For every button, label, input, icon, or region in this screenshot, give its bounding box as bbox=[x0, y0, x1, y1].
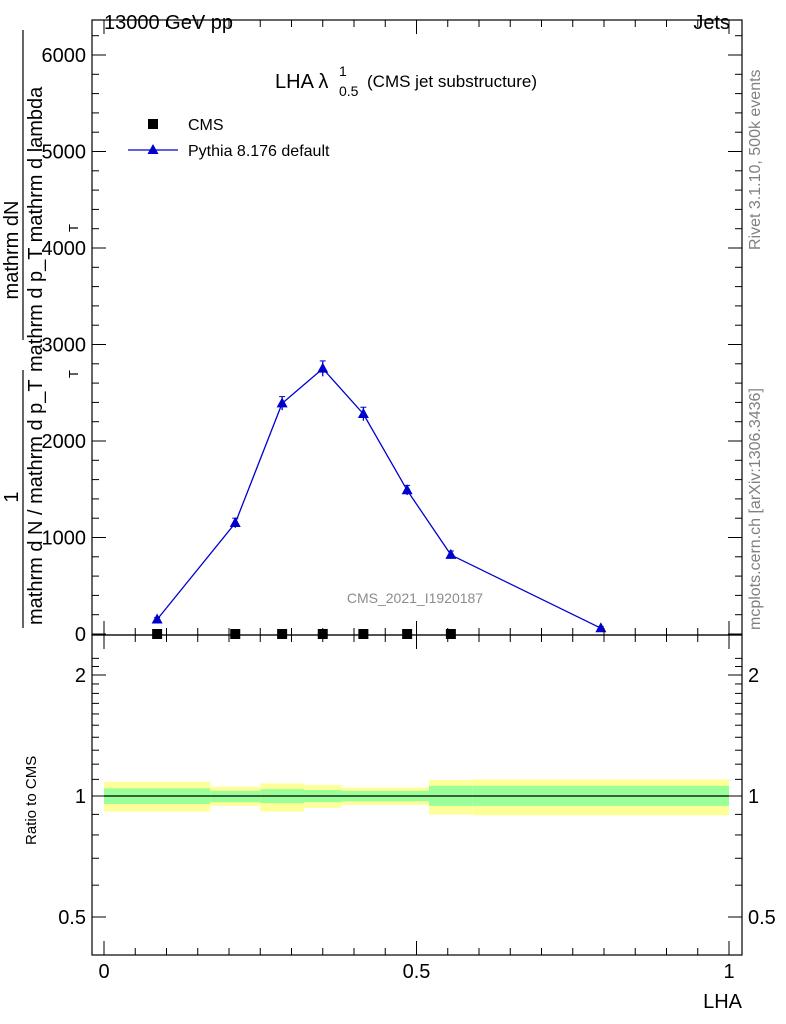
x-tick-label: 1 bbox=[723, 961, 734, 983]
y-tick-label: 0 bbox=[75, 624, 86, 646]
y-label-subscript-2: T bbox=[66, 224, 81, 232]
y-tick-label: 1000 bbox=[42, 528, 87, 550]
ratio-y-tick-label-right: 2 bbox=[748, 665, 759, 687]
y-tick-label: 6000 bbox=[42, 45, 87, 67]
cms-point bbox=[402, 629, 413, 639]
cms-point bbox=[230, 629, 241, 639]
main-frame-border bbox=[91, 19, 743, 636]
ratio-x-ticks: 0 0.5 1 bbox=[98, 635, 735, 983]
pythia-point bbox=[357, 407, 369, 418]
pythia-point bbox=[317, 362, 329, 373]
ratio-y-tick-label-right: 1 bbox=[748, 786, 759, 808]
pythia-point bbox=[401, 484, 413, 495]
y-label-den: mathrm d p_T mathrm d lambda bbox=[25, 86, 47, 372]
legend: CMS Pythia 8.176 default bbox=[128, 117, 330, 160]
y-label-prefactor-num: 1 bbox=[1, 491, 23, 502]
y-tick-label: 4000 bbox=[42, 238, 87, 260]
y-tick-label: 5000 bbox=[42, 142, 87, 164]
legend-cms-marker bbox=[148, 119, 158, 129]
cms-point bbox=[152, 629, 163, 639]
y-label-subscript: T bbox=[66, 370, 81, 378]
ratio-y-tick-label: 1 bbox=[75, 786, 86, 808]
ratio-bands bbox=[104, 779, 729, 816]
legend-pythia-marker bbox=[147, 144, 159, 154]
pythia-line bbox=[156, 367, 602, 629]
cms-point bbox=[445, 629, 456, 639]
ratio-y-label: Ratio to CMS bbox=[23, 756, 40, 845]
y-label-num: mathrm dN bbox=[1, 201, 23, 300]
ratio-y-tick-label: 0.5 bbox=[58, 907, 86, 929]
cms-point bbox=[277, 629, 288, 639]
legend-cms-label: CMS bbox=[188, 117, 224, 134]
cms-point bbox=[358, 629, 369, 639]
y-tick-label: 3000 bbox=[42, 335, 87, 357]
pythia-point bbox=[151, 613, 163, 624]
ratio-y-ticks: 0.5 0.5 1 1 2 2 bbox=[58, 657, 776, 929]
plot-title-subscript: 0.5 bbox=[339, 83, 359, 99]
main-y-ticks: 0 1000 2000 3000 4000 5000 6000 bbox=[42, 20, 742, 646]
legend-pythia-label: Pythia 8.176 default bbox=[188, 143, 330, 160]
header-right: Jets bbox=[693, 12, 730, 34]
pythia-point bbox=[229, 517, 241, 528]
plot-title-main: LHA λ bbox=[275, 71, 328, 93]
plot-title: LHA λ bbox=[275, 71, 328, 93]
pythia-point bbox=[445, 548, 457, 559]
ratio-y-tick-label-right: 0.5 bbox=[748, 907, 776, 929]
x-tick-label: 0.5 bbox=[403, 961, 431, 983]
pythia-point bbox=[276, 397, 288, 408]
rivet-label: Rivet 3.1.10, 500k events bbox=[747, 69, 764, 250]
main-y-axis-label: 1 mathrm d N / mathrm d p_T mathrm dN ma… bbox=[1, 30, 81, 628]
watermark: CMS_2021_I1920187 bbox=[347, 590, 483, 606]
header-left: 13000 GeV pp bbox=[104, 12, 233, 34]
pythia-point bbox=[595, 622, 607, 633]
plot-title-suffix: (CMS jet substructure) bbox=[367, 72, 537, 91]
y-tick-label: 2000 bbox=[42, 431, 87, 453]
main-plot-frame bbox=[91, 19, 743, 636]
y-label-prefactor-den: mathrm d N / mathrm d p_T bbox=[25, 379, 47, 625]
mcplots-label: mcplots.cern.ch [arXiv:1306.3436] bbox=[747, 388, 764, 630]
plot-title-superscript: 1 bbox=[339, 63, 347, 79]
x-axis-label: LHA bbox=[703, 991, 743, 1013]
x-tick-label: 0 bbox=[98, 961, 109, 983]
ratio-y-tick-label: 2 bbox=[75, 665, 86, 687]
